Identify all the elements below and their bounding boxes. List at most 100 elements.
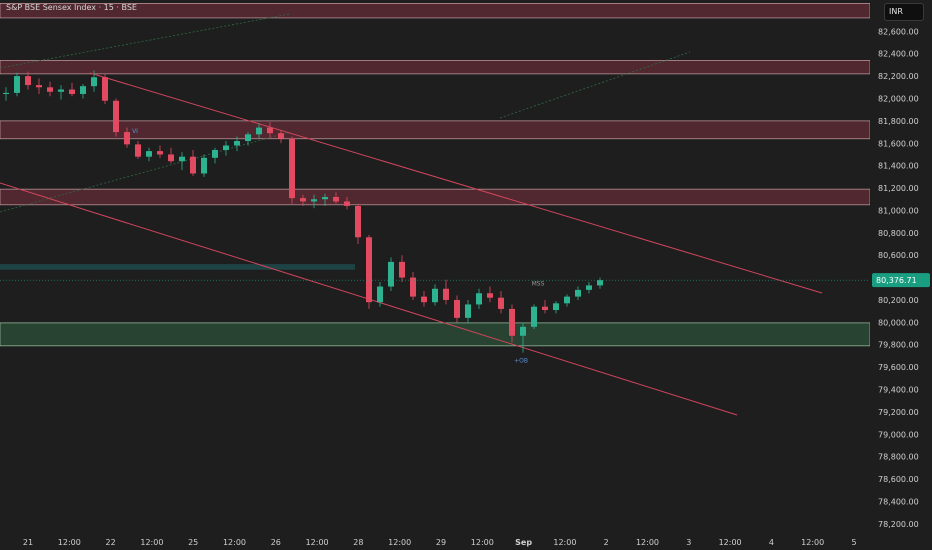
annotation-label: +OB xyxy=(514,358,528,365)
x-tick-label: 12:00 xyxy=(306,538,329,547)
candle[interactable] xyxy=(443,279,449,305)
y-tick-label: 80,600.00 xyxy=(878,251,919,260)
candle[interactable] xyxy=(487,286,493,303)
x-tick-label: 25 xyxy=(188,538,198,547)
x-tick-label: 12:00 xyxy=(801,538,824,547)
candle[interactable] xyxy=(58,85,64,100)
candle[interactable] xyxy=(146,147,152,162)
candle[interactable] xyxy=(190,149,196,176)
x-tick-label: 12:00 xyxy=(636,538,659,547)
candle[interactable] xyxy=(432,284,438,306)
candle[interactable] xyxy=(102,73,108,105)
y-tick-label: 81,600.00 xyxy=(878,139,919,148)
last-price-badge: 80,376.71 xyxy=(872,273,930,288)
candle[interactable] xyxy=(542,299,548,314)
x-tick-label: 29 xyxy=(436,538,446,547)
candle[interactable] xyxy=(278,129,284,144)
candle[interactable] xyxy=(520,322,526,353)
candle[interactable] xyxy=(344,196,350,210)
candle[interactable] xyxy=(179,152,185,171)
candle[interactable] xyxy=(355,203,361,244)
candle[interactable] xyxy=(157,145,163,158)
candle[interactable] xyxy=(564,294,570,307)
candle[interactable] xyxy=(245,132,251,146)
dotted-trend-line-2 xyxy=(0,13,291,69)
candle[interactable] xyxy=(322,193,328,206)
candle[interactable] xyxy=(454,295,460,323)
candle[interactable] xyxy=(531,304,537,330)
zone-demand-4[interactable] xyxy=(0,322,871,347)
candle[interactable] xyxy=(80,83,86,99)
candle[interactable] xyxy=(575,286,581,300)
x-tick-label: 12:00 xyxy=(719,538,742,547)
chart-title: S&P BSE Sensex Index · 15 · BSE xyxy=(6,3,137,12)
x-tick-label: 12:00 xyxy=(471,538,494,547)
candle[interactable] xyxy=(168,147,174,164)
candle[interactable] xyxy=(333,192,339,204)
candle[interactable] xyxy=(113,98,119,137)
dotted-trend-line-3 xyxy=(499,51,691,119)
currency-selector[interactable]: INR xyxy=(884,3,924,21)
candle[interactable] xyxy=(256,123,262,139)
candle[interactable] xyxy=(124,127,130,148)
candle[interactable] xyxy=(289,136,295,204)
y-tick-label: 78,600.00 xyxy=(878,475,919,484)
candles xyxy=(3,70,603,353)
candle[interactable] xyxy=(476,288,482,309)
candle[interactable] xyxy=(25,71,31,90)
x-tick-label: 2 xyxy=(604,538,609,547)
x-tick-label: Sep xyxy=(515,538,532,547)
x-tick-label: 12:00 xyxy=(388,538,411,547)
x-tick-label: 5 xyxy=(851,538,856,547)
candle[interactable] xyxy=(597,277,603,289)
y-tick-label: 78,200.00 xyxy=(878,520,919,529)
last-price-label: 80,376.71 xyxy=(876,276,917,285)
candle[interactable] xyxy=(399,255,405,283)
y-tick-label: 81,400.00 xyxy=(878,162,919,171)
y-tick-label: 82,400.00 xyxy=(878,50,919,59)
candle[interactable] xyxy=(421,291,427,307)
candle[interactable] xyxy=(69,82,75,97)
candle[interactable] xyxy=(553,301,559,314)
candle[interactable] xyxy=(14,72,20,97)
candle[interactable] xyxy=(509,304,515,343)
y-tick-label: 79,200.00 xyxy=(878,408,919,417)
y-tick-label: 78,800.00 xyxy=(878,453,919,462)
candle[interactable] xyxy=(300,194,306,206)
x-tick-label: 28 xyxy=(353,538,363,547)
y-tick-label: 80,800.00 xyxy=(878,229,919,238)
zone-supply-1[interactable] xyxy=(0,60,871,75)
x-tick-label: 3 xyxy=(686,538,691,547)
x-tick-label: 26 xyxy=(271,538,281,547)
candle[interactable] xyxy=(223,141,229,156)
candle[interactable] xyxy=(388,257,394,292)
y-tick-label: 81,000.00 xyxy=(878,206,919,215)
candle[interactable] xyxy=(465,299,471,324)
candle[interactable] xyxy=(410,271,416,300)
candle[interactable] xyxy=(47,81,53,97)
x-tick-label: 12:00 xyxy=(140,538,163,547)
candle[interactable] xyxy=(586,282,592,294)
channel-upper-line[interactable] xyxy=(89,72,823,294)
y-tick-label: 82,600.00 xyxy=(878,27,919,36)
candle[interactable] xyxy=(498,291,504,314)
candle[interactable] xyxy=(234,136,240,152)
candle[interactable] xyxy=(135,141,141,159)
zone-fvg-5[interactable] xyxy=(0,264,355,270)
zone-supply-2[interactable] xyxy=(0,120,871,140)
candle[interactable] xyxy=(377,282,383,307)
candle[interactable] xyxy=(366,235,372,309)
y-tick-label: 82,200.00 xyxy=(878,72,919,81)
candle[interactable] xyxy=(201,154,207,177)
x-axis: 21 12:00 22 12:00 25 12:00 26 12:00 28 12:00 29 12:… xyxy=(23,538,857,547)
candle[interactable] xyxy=(91,70,97,92)
zone-supply-3[interactable] xyxy=(0,188,871,206)
candle[interactable] xyxy=(212,147,218,164)
y-tick-label: 82,000.00 xyxy=(878,94,919,103)
candle[interactable] xyxy=(36,78,42,95)
candle[interactable] xyxy=(267,121,273,138)
x-tick-label: 21 xyxy=(23,538,33,547)
candle[interactable] xyxy=(3,87,9,101)
candle[interactable] xyxy=(311,194,317,209)
